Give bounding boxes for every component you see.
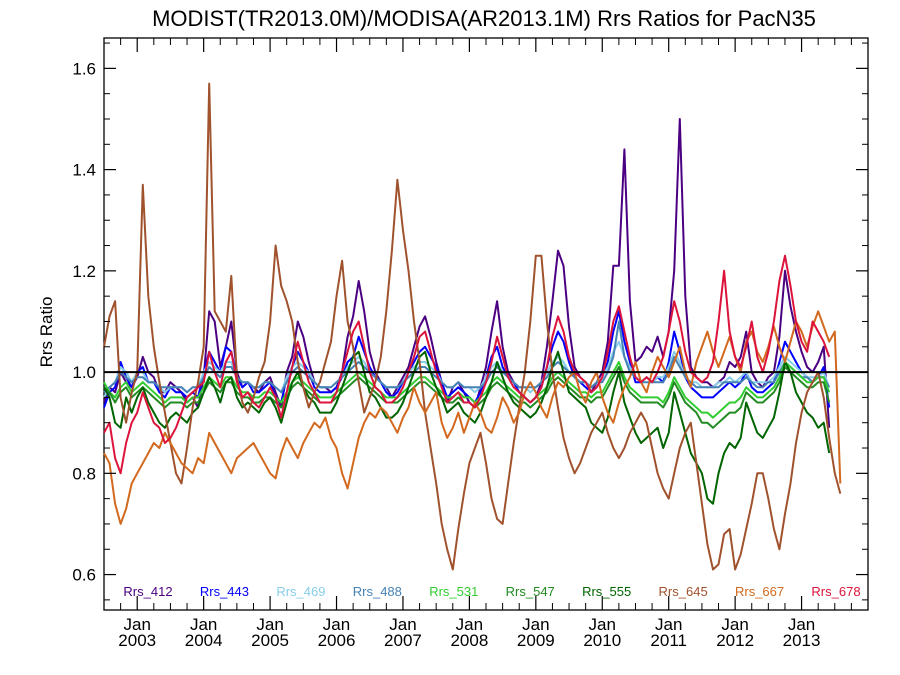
x-tick-label-year: 2005	[251, 631, 289, 650]
x-tick-label-year: 2010	[583, 631, 621, 650]
chart-title: MODIST(TR2013.0M)/MODISA(AR2013.1M) Rrs …	[152, 6, 816, 31]
plot-area: 0.60.81.01.21.41.6Jan2003Jan2004Jan2005J…	[72, 37, 869, 650]
y-tick-label: 1.2	[72, 262, 96, 281]
x-tick-label-month: Jan	[788, 615, 815, 634]
x-tick-label-year: 2004	[185, 631, 223, 650]
series-line-rrs-443	[103, 310, 831, 408]
x-tick-label-month: Jan	[721, 615, 748, 634]
plot-frame	[103, 37, 869, 611]
y-tick-label: 1.6	[72, 59, 96, 78]
x-tick-label-year: 2008	[450, 631, 488, 650]
y-tick-label: 0.8	[72, 464, 96, 483]
legend-item-rrs-531: Rrs_531	[429, 584, 478, 599]
series-line-rrs-678	[103, 254, 831, 475]
x-tick-label-year: 2011	[650, 631, 687, 650]
series-line-rrs-645	[103, 82, 842, 571]
x-tick-label-month: Jan	[323, 615, 350, 634]
legend-item-rrs-469: Rrs_469	[276, 584, 325, 599]
y-axis-label: Rrs Ratio	[37, 297, 56, 368]
y-tick-label: 0.6	[72, 566, 96, 585]
legend-item-rrs-488: Rrs_488	[353, 584, 402, 599]
x-tick-label-year: 2007	[384, 631, 422, 650]
legend-item-rrs-645: Rrs_645	[659, 584, 708, 599]
series-line-rrs-531	[103, 361, 831, 419]
legend-item-rrs-667: Rrs_667	[735, 584, 784, 599]
x-tick-label-year: 2013	[783, 631, 821, 650]
legend-item-rrs-555: Rrs_555	[582, 584, 631, 599]
x-tick-label-month: Jan	[389, 615, 416, 634]
x-tick-label-month: Jan	[655, 615, 682, 634]
x-tick-label-month: Jan	[256, 615, 283, 634]
legend-item-rrs-412: Rrs_412	[123, 584, 172, 599]
x-tick-label-month: Jan	[456, 615, 483, 634]
x-tick-label-year: 2009	[517, 631, 555, 650]
x-tick-label-year: 2006	[318, 631, 356, 650]
x-tick-label-year: 2003	[118, 631, 156, 650]
y-tick-label: 1.0	[72, 363, 96, 382]
x-tick-label-month: Jan	[589, 615, 616, 634]
legend: Rrs_412 Rrs_443 Rrs_469 Rrs_488 Rrs_531 Rrs_5…	[123, 584, 860, 599]
series-line-rrs-667	[103, 310, 842, 525]
ticks-layer: 0.60.81.01.21.41.6Jan2003Jan2004Jan2005J…	[72, 38, 868, 650]
series-line-rrs-555	[103, 350, 831, 505]
x-tick-label-month: Jan	[190, 615, 217, 634]
series-layer	[103, 82, 842, 571]
x-tick-label-month: Jan	[522, 615, 549, 634]
x-tick-label-year: 2012	[716, 631, 754, 650]
x-tick-label-month: Jan	[124, 615, 151, 634]
legend-item-rrs-547: Rrs_547	[506, 584, 555, 599]
legend-item-rrs-678: Rrs_678	[811, 584, 860, 599]
y-tick-label: 1.4	[72, 161, 96, 180]
legend-item-rrs-443: Rrs_443	[200, 584, 249, 599]
